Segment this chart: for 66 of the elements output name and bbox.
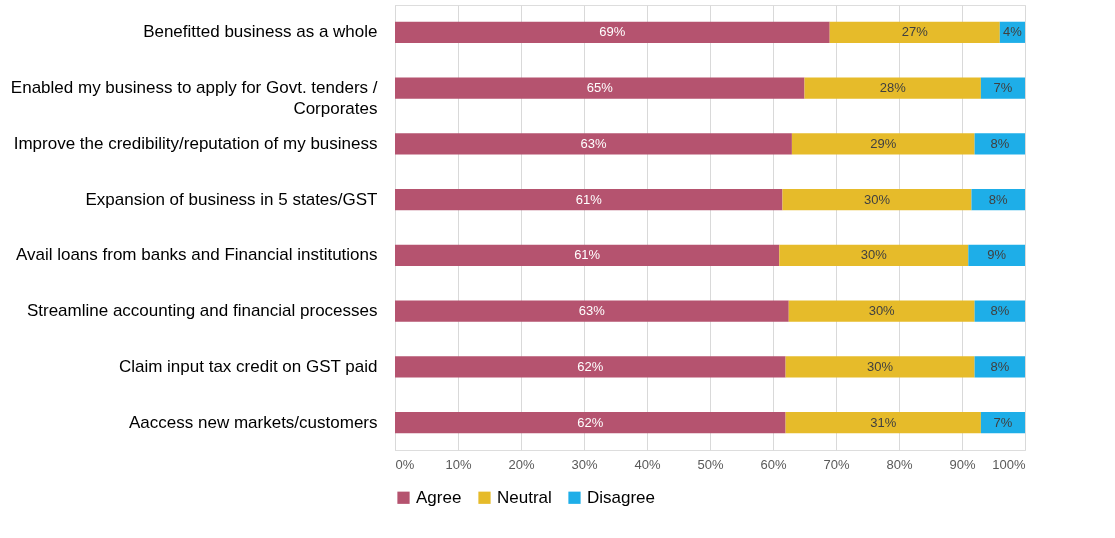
y-tick-label: Enabled my business to apply for Govt. tenders / Corporates (10, 78, 378, 119)
x-tick-label: 80% (886, 456, 913, 472)
x-tick-label: 70% (823, 456, 850, 472)
bar (779, 244, 969, 266)
data-label: 7% (993, 414, 1013, 430)
bar (968, 244, 1025, 266)
data-label: 28% (879, 80, 907, 96)
x-tick-label: 50% (697, 456, 724, 472)
y-tick-label: Benefitted business as a whole (143, 22, 378, 42)
data-label: 61% (575, 191, 603, 207)
data-label: 8% (990, 358, 1010, 374)
bar (971, 189, 1025, 211)
data-label: 9% (987, 247, 1007, 263)
data-label: 30% (860, 247, 888, 263)
bar (395, 244, 780, 266)
data-label: 62% (577, 358, 604, 374)
bar (791, 133, 975, 155)
data-label: 30% (868, 303, 896, 319)
data-label: 62% (577, 414, 604, 430)
data-label: 30% (867, 358, 894, 374)
bar (974, 356, 1025, 378)
x-tick-label: 0% (395, 456, 415, 472)
x-tick-label: 40% (634, 456, 661, 472)
data-label: 7% (993, 80, 1013, 96)
y-tick-label: Aaccess new markets/customers (129, 412, 378, 432)
bar (785, 356, 975, 378)
bar (785, 412, 981, 434)
bar (395, 21, 830, 43)
bar (395, 300, 789, 322)
data-label: 8% (990, 303, 1010, 319)
bar (804, 77, 981, 99)
legend-label: Neutral (497, 487, 552, 507)
bar (395, 412, 786, 434)
y-tick-label: Claim input tax credit on GST paid (118, 356, 378, 376)
y-tick-label: Streamline accounting and financial processes (26, 301, 378, 321)
x-tick-label: 60% (760, 456, 787, 472)
y-tick-label: Expansion of business in 5 states/GST (85, 189, 378, 209)
y-tick-label: Improve the credibility/reputation of my business (13, 133, 378, 153)
y-tick-label: Avail loans from banks and Financial institutions (15, 245, 378, 265)
bar (395, 133, 792, 155)
data-label: 31% (870, 414, 897, 430)
legend-label: Disagree (587, 487, 656, 507)
x-tick-label: 90% (949, 456, 976, 472)
data-label: 27% (901, 24, 929, 40)
bar (395, 189, 783, 211)
data-label: 8% (990, 135, 1010, 151)
x-tick-label: 20% (508, 456, 535, 472)
data-label: 29% (870, 135, 897, 151)
x-tick-label: 10% (445, 456, 472, 472)
data-label: 4% (1003, 24, 1023, 40)
data-label: 61% (574, 247, 601, 263)
bar (782, 189, 972, 211)
bar (395, 356, 786, 378)
data-label: 63% (580, 135, 607, 151)
bar (395, 77, 805, 99)
data-label: 63% (578, 303, 606, 319)
data-label: 69% (599, 24, 626, 40)
legend-label: Agree (416, 487, 462, 507)
bar (980, 77, 1025, 99)
x-tick-label: 100% (992, 456, 1026, 472)
bar (829, 21, 1000, 43)
x-tick-label: 30% (571, 456, 598, 472)
bar (788, 300, 975, 322)
data-label: 65% (586, 80, 614, 96)
data-label: 8% (988, 191, 1009, 207)
data-label: 30% (863, 191, 891, 207)
